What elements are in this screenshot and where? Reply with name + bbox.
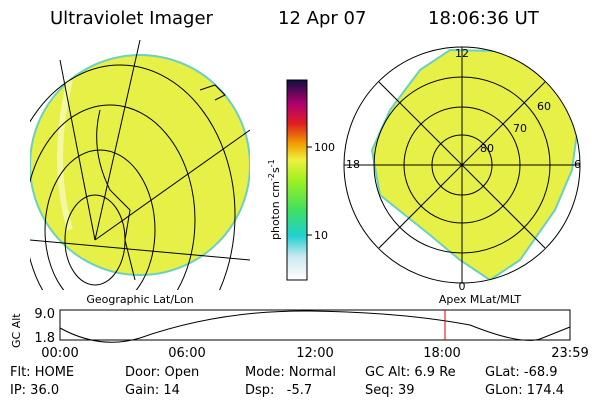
- mlat-label: 60: [537, 100, 551, 113]
- polar-image: [343, 46, 581, 284]
- time-label: 06:00: [168, 346, 205, 361]
- status-field: Door: Open: [125, 365, 199, 380]
- mlt-label: 6: [574, 158, 581, 171]
- status-field: Seq: 39: [365, 383, 415, 398]
- left-label: Geographic Lat/Lon: [86, 293, 193, 306]
- mlt-label: 0: [459, 280, 466, 293]
- mlat-label: 70: [513, 122, 527, 135]
- status-field: Dsp: -5.7: [245, 383, 312, 398]
- colorbar: [286, 79, 308, 281]
- status-field: GLon: 174.4: [485, 383, 564, 398]
- status-field: Mode: Normal: [245, 365, 336, 380]
- colorbar-label: photon cm-2s-1: [267, 159, 282, 240]
- time: 18:06:36 UT: [428, 8, 540, 29]
- altitude-plot: [59, 309, 571, 341]
- geo-image: [30, 40, 250, 290]
- colorbar-tick-label: 10: [314, 229, 328, 242]
- date: 12 Apr 07: [278, 8, 366, 29]
- status-field: Gain: 14: [125, 383, 180, 398]
- title: Ultraviolet Imager: [50, 8, 214, 29]
- colorbar-tick-label: 100: [314, 141, 335, 154]
- mlt-label: 12: [455, 47, 469, 60]
- status-field: IP: 36.0: [10, 383, 59, 398]
- status-field: GLat: -68.9: [485, 365, 558, 380]
- altitude-curve: [59, 310, 571, 343]
- mlat-label: 80: [480, 142, 494, 155]
- time-label: 18:00: [423, 346, 460, 361]
- time-label: 23:59: [551, 346, 588, 361]
- altitude-min: 1.8: [34, 331, 55, 346]
- status-panel: Flt: HOME Door: Open Mode: Normal GC Alt: 6…: [10, 365, 564, 398]
- right-label: Apex MLat/MLT: [439, 293, 522, 306]
- time-label: 12:00: [296, 346, 333, 361]
- status-field: GC Alt: 6.9 Re: [365, 365, 456, 380]
- status-field: Flt: HOME: [10, 365, 74, 380]
- time-label: 00:00: [41, 346, 78, 361]
- altitude-axis-label: GC Alt: [10, 313, 23, 348]
- altitude-max: 9.0: [34, 307, 55, 322]
- mlt-label: 18: [346, 158, 360, 171]
